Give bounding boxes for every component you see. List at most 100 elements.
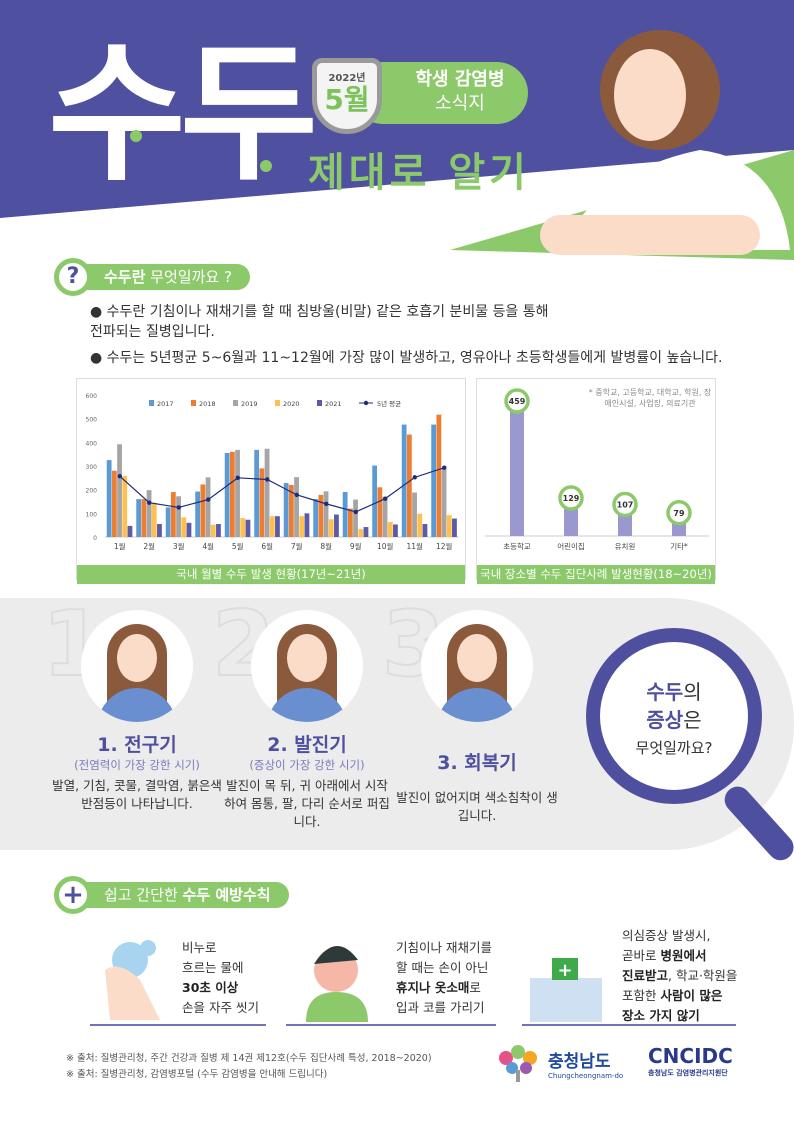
bar-2019-6월 [264, 448, 270, 537]
x-tick-label: 12월 [436, 541, 453, 551]
bar-2018-6월 [259, 468, 265, 537]
avg-point-8월 [324, 501, 329, 507]
monthly-chart: 0 100 200 300 400 500 600 1월 2월 3월 4월 5월 6월 7월 8월 9월 10월… [76, 378, 466, 584]
y-tick-label: 100 [86, 511, 98, 518]
bar-2021-1월 [127, 525, 133, 537]
legend-label: 2018 [199, 400, 216, 408]
bar-2021-11월 [422, 523, 428, 537]
x-tick-label: 1월 [114, 541, 126, 551]
bar-2018-11월 [406, 434, 412, 537]
bar-2019-7월 [294, 477, 299, 537]
bar-초등학교 [510, 401, 524, 536]
bar-2019-12월 [441, 468, 447, 537]
bar-2018-10월 [377, 487, 383, 537]
bar-2017-5월 [224, 452, 230, 537]
bar-2017-7월 [283, 483, 289, 537]
bar-2019-1월 [117, 444, 122, 537]
bar-2019-5월 [235, 449, 240, 537]
bar-2019-3월 [176, 496, 181, 537]
y-tick-label: 300 [86, 464, 98, 471]
hand-wash-icon [105, 940, 160, 1020]
avg-point-4월 [206, 497, 211, 502]
bar-2018-12월 [436, 414, 442, 537]
bar-2020-7월 [299, 516, 305, 537]
bar-2017-8월 [313, 499, 319, 537]
avg-point-5월 [235, 475, 240, 481]
bar-2020-1월 [122, 475, 128, 537]
bar-2017-11월 [401, 424, 407, 537]
y-tick-label: 400 [86, 440, 98, 447]
x-tick-label: 10월 [377, 541, 394, 551]
bar-2021-4월 [216, 523, 221, 537]
location-chart: 459 초등학교 129 어린이집 107 유치원 79 기타* * 중학교, 고등학교, 대… [476, 378, 716, 584]
location-chart-svg: 459 초등학교 129 어린이집 107 유치원 79 기타* [485, 388, 709, 551]
value-bubble [612, 491, 638, 518]
avg-point-9월 [353, 509, 358, 515]
legend-swatch-2020 [275, 400, 280, 406]
cncidc-logo: CNCIDC 충청남도 감염병관리지원단 [648, 1044, 733, 1077]
stage-3-illustration [421, 610, 533, 722]
bar-2018-8월 [318, 494, 324, 537]
bar-2017-6월 [254, 449, 260, 537]
monthly-chart-svg: 0 100 200 300 400 500 600 1월 2월 3월 4월 5월 6월 7월 8월 9월 10월… [86, 393, 459, 551]
plus-icon: + [54, 876, 92, 914]
bar-2018-2월 [141, 499, 147, 537]
avg-point-6월 [265, 477, 270, 482]
bar-2021-5월 [245, 519, 251, 537]
bar-2017-1월 [106, 460, 112, 537]
legend-label: 2020 [283, 400, 300, 408]
bar-2019-8월 [323, 491, 329, 537]
bar-2018-3월 [170, 492, 176, 537]
hero-title: 수두 [48, 28, 318, 202]
data-label: 459 [509, 397, 526, 406]
avg-point-12월 [442, 465, 447, 470]
data-label: 107 [617, 501, 634, 510]
bar-2017-10월 [372, 465, 378, 537]
y-tick-label: 500 [86, 417, 98, 424]
bar-2020-10월 [387, 522, 393, 537]
bar-2020-12월 [446, 515, 452, 537]
bar-2017-4월 [195, 491, 201, 537]
bar-2021-10월 [393, 524, 398, 537]
bar-2020-5월 [240, 518, 246, 537]
legend-label: 2021 [325, 400, 342, 408]
bar-2019-2월 [146, 490, 152, 537]
bullet-2: ● 수두는 5년평균 5~6월과 11~12월에 가장 많이 발생하고, 영유아… [90, 350, 723, 366]
x-tick-label: 9월 [350, 541, 362, 551]
legend-label: 2019 [241, 400, 258, 408]
legend-swatch-2018 [191, 400, 196, 406]
cough-icon [306, 945, 368, 1022]
bar-2018-1월 [111, 470, 117, 537]
bar-2017-2월 [136, 499, 142, 537]
avg-point-7월 [294, 492, 299, 498]
stages: 1 1. 전구기 (전염력이 가장 강한 시기) 발열, 기침, 콧물, 결막염… [41, 591, 562, 831]
date-badge: 2022년 5월 [312, 58, 382, 134]
question-icon: ? [54, 258, 92, 296]
chart-note: * 중학교, 고등학교, 대학교, 학원, 장애인시설, 사업장, 의료기관 [588, 388, 712, 408]
symptoms-magnifier: 수두의 증상은 무엇일까요? [586, 628, 762, 804]
bar-2021-3월 [186, 522, 192, 537]
bar-2018-4월 [200, 484, 206, 537]
x-tick-label: 초등학교 [503, 541, 531, 551]
bar-2020-9월 [358, 529, 364, 537]
monthly-chart-caption: 국내 월별 수두 발생 현황(17년~21년) [77, 565, 465, 584]
bar-2018-7월 [288, 484, 294, 537]
source-1: ※ 출처: 질병관리청, 주간 건강과 질병 제 14권 제12호(수두 집단사… [66, 1053, 432, 1064]
x-tick-label: 5월 [232, 541, 244, 551]
stage-1-illustration [81, 610, 193, 722]
svg-text:+: + [557, 960, 572, 981]
tree-logo-icon [499, 1045, 537, 1082]
bar-2020-11월 [417, 513, 423, 537]
stage-2-illustration [251, 610, 363, 722]
legend-swatch-2019 [233, 400, 238, 406]
bar-2018-9월 [347, 508, 353, 537]
bar-2020-6월 [269, 516, 275, 537]
bar-2021-8월 [334, 514, 339, 537]
legend-label: 5년 평균 [377, 399, 401, 408]
avg-point-3월 [176, 505, 181, 510]
bar-2017-12월 [431, 424, 437, 537]
value-bubble [504, 388, 530, 414]
y-tick-label: 200 [86, 488, 98, 495]
bullet-1: ● 수두란 기침이나 재채기를 할 때 침방울(비말) 같은 호흡기 분비물 등… [90, 304, 549, 340]
location-chart-caption: 국내 장소별 수두 집단사례 발생현황(18~20년) [477, 565, 715, 584]
